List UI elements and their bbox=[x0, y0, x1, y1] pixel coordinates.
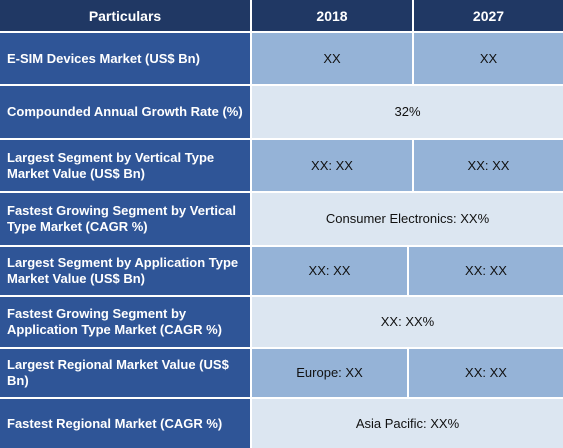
row-value-largest-vertical-2018: XX: XX bbox=[252, 140, 412, 191]
row-label-fastest-application: Fastest Growing Segment by Application T… bbox=[0, 297, 250, 347]
row-value-fastest-regional: Asia Pacific: XX% bbox=[252, 399, 563, 448]
row-value-fastest-application: XX: XX% bbox=[252, 297, 563, 347]
header-2018: 2018 bbox=[252, 0, 412, 31]
row-label-fastest-vertical: Fastest Growing Segment by Vertical Type… bbox=[0, 193, 250, 245]
row-label-esim-market: E-SIM Devices Market (US$ Bn) bbox=[0, 33, 250, 84]
row-value-largest-application-2027: XX: XX bbox=[409, 247, 563, 295]
row-value-largest-vertical-2027: XX: XX bbox=[414, 140, 563, 191]
row-value-largest-application-2018: XX: XX bbox=[252, 247, 407, 295]
row-label-largest-application: Largest Segment by Application Type Mark… bbox=[0, 247, 250, 295]
row-value-esim-2027: XX bbox=[414, 33, 563, 84]
header-2027: 2027 bbox=[414, 0, 563, 31]
row-label-largest-vertical: Largest Segment by Vertical Type Market … bbox=[0, 140, 250, 191]
row-value-fastest-vertical: Consumer Electronics: XX% bbox=[252, 193, 563, 245]
row-value-cagr: 32% bbox=[252, 86, 563, 138]
row-label-cagr: Compounded Annual Growth Rate (%) bbox=[0, 86, 250, 138]
row-value-esim-2018: XX bbox=[252, 33, 412, 84]
row-value-largest-regional-2027: XX: XX bbox=[409, 349, 563, 397]
row-label-fastest-regional: Fastest Regional Market (CAGR %) bbox=[0, 399, 250, 448]
row-value-largest-regional-2018: Europe: XX bbox=[252, 349, 407, 397]
header-particulars: Particulars bbox=[0, 0, 250, 31]
row-label-largest-regional: Largest Regional Market Value (US$ Bn) bbox=[0, 349, 250, 397]
